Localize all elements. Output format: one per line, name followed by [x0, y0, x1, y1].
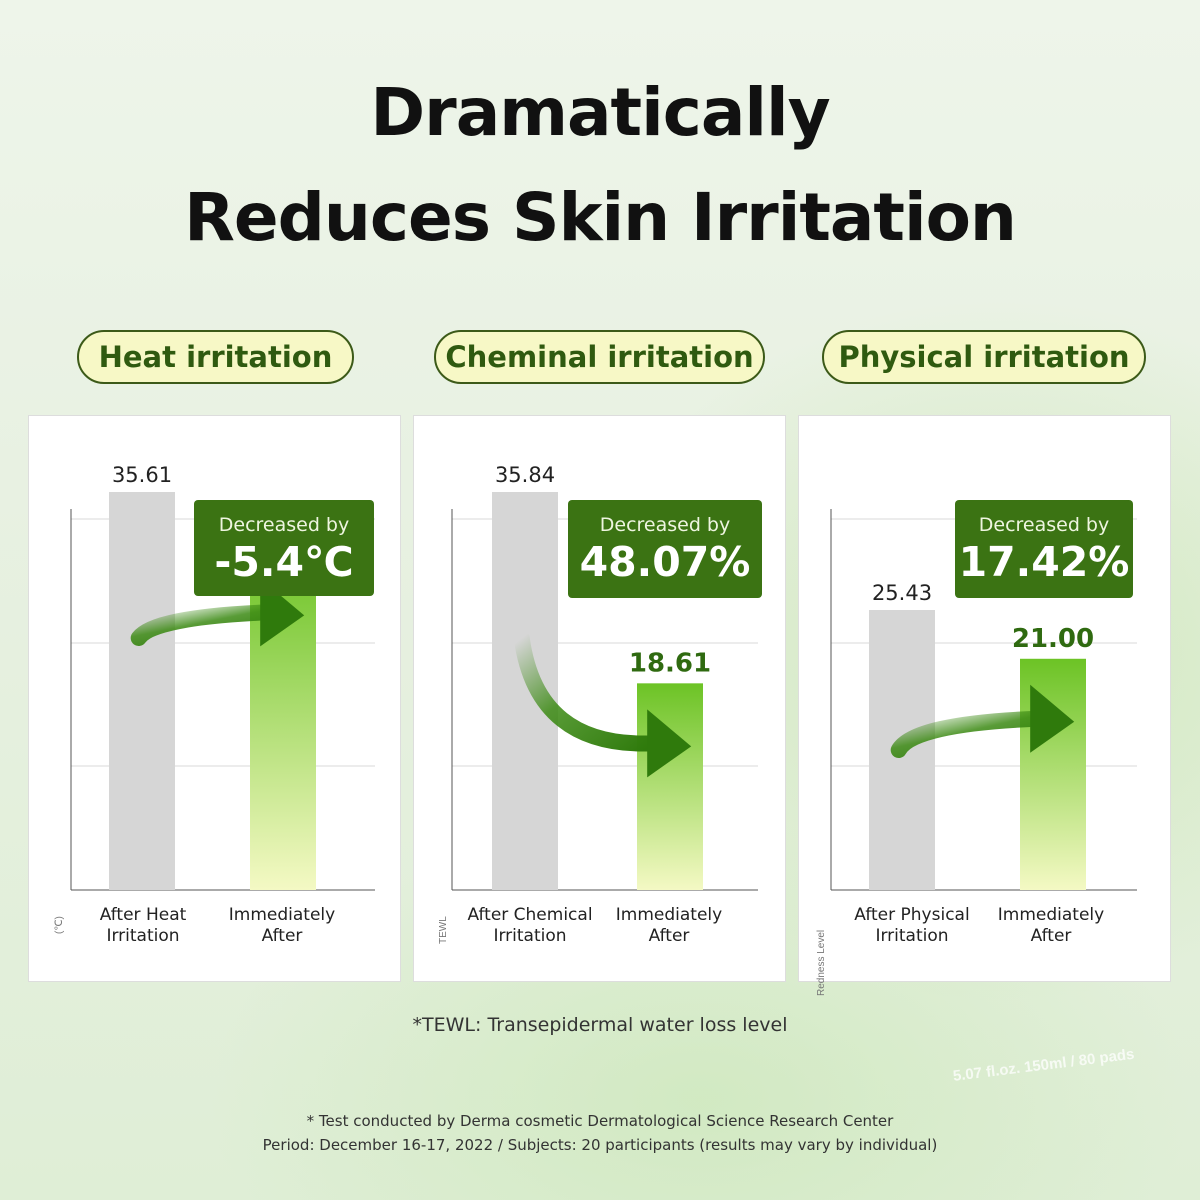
bar-after [637, 683, 703, 890]
badge-label: Decreased by [978, 514, 1110, 536]
x-category-after-line-2: After [648, 926, 690, 946]
decrease-badge: Decreased by 17.42% [955, 500, 1133, 598]
page-title-line-2: Reduces Skin Irritation [184, 179, 1017, 256]
chart-svg: 35.6130.21 [70, 463, 375, 891]
decrease-arrow-head [647, 709, 692, 778]
physical-irritation-chart: 25.43 21.00 Redness Level Decreased by 17… [798, 415, 1171, 996]
x-category-before-line-2: Irritation [106, 926, 180, 946]
x-category-after: Immediately After [604, 905, 734, 947]
decrease-arrow [513, 630, 662, 752]
badge-value: -5.4℃ [214, 538, 354, 586]
x-category-after-line-1: Immediately [228, 905, 336, 925]
chemical-irritation-chart: 35.84 18.61 TEWL Decreased by 48.07% Afte… [413, 415, 786, 982]
badge-value: 17.42% [958, 538, 1130, 586]
chart-svg: 35.84 18.61 [451, 463, 758, 891]
value-label-before: 35.61 [112, 463, 172, 487]
x-category-before-line-1: After Physical [854, 905, 970, 925]
chemical-irritation-pill: Cheminal irritation [434, 330, 765, 384]
value-label-after: 21.00 [1012, 624, 1094, 654]
decrease-badge: Decreased by -5.4℃ [194, 500, 374, 596]
bar-after [1020, 658, 1086, 890]
x-category-after-line-2: After [1030, 926, 1072, 946]
badge-label: Decreased by [218, 514, 350, 536]
period-footnote: Period: December 16-17, 2022 / Subjects:… [262, 1136, 938, 1154]
badge-label: Decreased by [599, 514, 731, 536]
decrease-arrow [130, 604, 275, 646]
y-axis-label: Redness Level [816, 929, 827, 996]
test-footnote: * Test conducted by Derma cosmetic Derma… [306, 1112, 894, 1130]
product-volume-text: 5.07 fl.oz. 150ml / 80 pads [952, 1045, 1136, 1085]
bar-before [492, 492, 558, 890]
x-category-before-line-2: Irritation [493, 926, 567, 946]
x-category-before-line-1: After Chemical [467, 905, 593, 925]
value-label-after: 18.61 [629, 648, 711, 678]
y-axis-label: (℃) [54, 916, 65, 934]
x-category-after-line-1: Immediately [615, 905, 723, 925]
heat-irritation-chart: 35.6130.21 (℃) Decreased by -5.4℃ After … [28, 415, 401, 982]
x-category-before: After Heat Irritation [78, 905, 208, 947]
decrease-arrow [890, 710, 1045, 758]
x-category-before-line-1: After Heat [99, 905, 187, 925]
y-axis-label: TEWL [438, 916, 449, 944]
decrease-badge: Decreased by 48.07% [568, 500, 762, 598]
bar-before [109, 492, 175, 890]
tewl-footnote: *TEWL: Transepidermal water loss level [412, 1014, 788, 1036]
page-title-line-1: Dramatically [370, 74, 830, 151]
decrease-arrow-head [1030, 684, 1075, 753]
heat-irritation-pill: Heat irritation [77, 330, 354, 384]
x-category-after-line-1: Immediately [997, 905, 1105, 925]
x-category-after-line-2: After [261, 926, 303, 946]
value-label-before: 25.43 [872, 581, 932, 605]
x-category-before-line-2: Irritation [875, 926, 949, 946]
x-category-before: After Chemical Irritation [465, 905, 595, 947]
value-label-before: 35.84 [495, 463, 555, 487]
x-category-before: After Physical Irritation [847, 905, 977, 947]
x-category-after: Immediately After [217, 905, 347, 947]
badge-value: 48.07% [579, 538, 751, 586]
physical-irritation-pill: Physical irritation [822, 330, 1146, 384]
x-category-after: Immediately After [986, 905, 1116, 947]
